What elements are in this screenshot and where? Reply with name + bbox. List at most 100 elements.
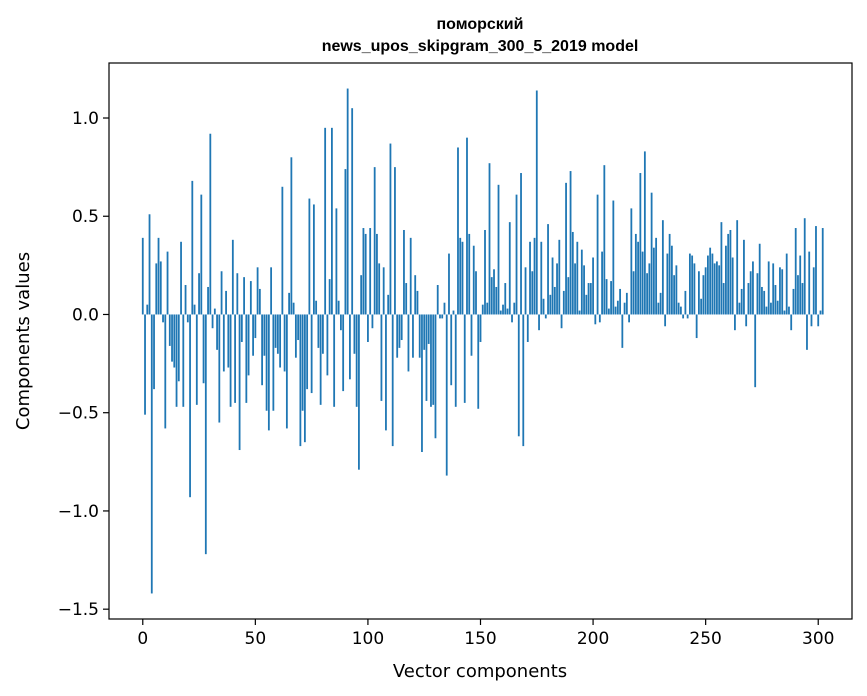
x-axis-ticks: 0 50 100 150 200 250 300 [137,619,834,649]
x-tick-label: 200 [577,629,609,649]
bar [303,314,306,443]
bar [747,283,750,315]
bar [346,88,349,315]
bar [691,255,694,315]
bar [168,314,171,346]
bar [734,314,736,331]
bar [265,314,268,411]
bar [477,314,480,409]
bar [326,314,329,376]
bar [166,251,169,315]
bar [340,314,342,331]
bar [358,314,360,470]
plot-frame [108,62,853,620]
bar [578,310,581,315]
bar [202,314,205,384]
bar [155,263,158,315]
bar [461,241,464,315]
bar [538,314,540,331]
bar [779,267,781,315]
bar [450,314,453,386]
chart-title-line1: поморский [437,16,524,33]
bar [445,314,448,476]
bar [598,314,601,323]
bar [193,304,196,315]
bar [666,253,669,315]
bar [436,285,439,315]
bar [463,314,466,403]
bar [792,288,795,315]
bar [256,267,259,315]
bar [369,228,372,315]
x-tick-label: 300 [802,629,834,649]
bar [643,151,646,315]
bar [148,214,151,315]
bar [551,257,554,315]
bar [389,143,392,315]
bar [175,314,178,407]
bar [585,294,588,315]
bar [439,314,441,319]
bar [623,302,626,315]
bar [159,261,162,315]
bar [594,314,597,325]
bar [637,241,640,315]
bar [700,298,703,315]
bar [274,314,277,348]
bar [754,314,757,388]
bar [171,314,173,362]
bar [625,292,628,315]
bar [430,314,432,407]
bar [657,302,660,315]
bar [292,302,295,315]
bar [652,247,655,315]
bar [553,286,556,315]
bar [229,314,232,407]
bar [821,228,824,315]
bar [407,314,410,372]
bar [508,222,511,315]
bar [200,194,203,315]
bar [725,245,727,315]
bar [605,279,608,315]
bar [646,273,649,315]
bar [207,286,209,315]
bar [454,314,457,407]
bar [731,257,734,315]
bar [470,314,473,356]
bar [522,314,525,447]
bar [294,314,297,358]
bar [704,267,707,315]
bar [385,314,387,431]
bar [511,314,513,323]
bar [360,275,363,315]
bar [398,314,401,348]
bar [236,273,239,315]
bar [486,302,489,315]
bar [288,292,291,315]
bar [204,314,207,555]
bar [427,314,430,344]
bar [799,255,802,315]
bar [222,314,225,372]
bar [621,314,624,348]
bar [321,314,324,354]
bar [263,314,266,356]
bar [380,314,383,401]
bar [576,241,579,315]
bar [752,261,754,315]
bar [218,314,221,423]
bar [797,275,799,315]
bar [421,314,423,453]
bar [337,300,340,315]
y-tick-label: 0.5 [72,207,99,227]
bar [612,200,615,315]
bar [542,298,545,315]
bar [774,285,777,315]
bar [679,306,682,315]
bar [517,314,520,437]
bar [535,90,538,315]
bar [225,290,227,315]
x-tick-label: 250 [689,629,721,649]
